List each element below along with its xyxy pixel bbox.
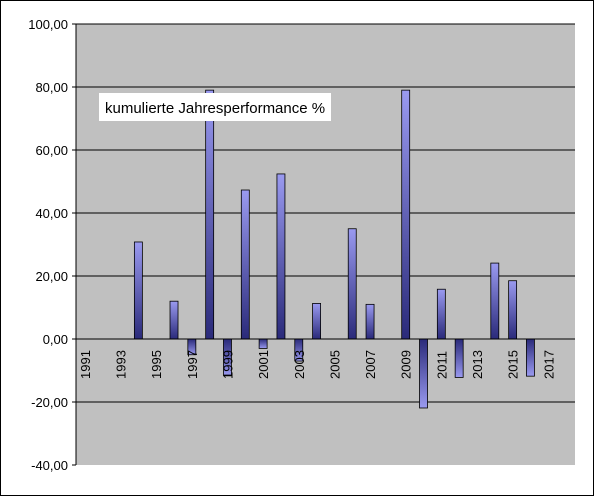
bar-1994 bbox=[133, 241, 143, 340]
x-tick-label: 1999 bbox=[220, 350, 235, 379]
y-tick-labels: 100,00 80,00 60,00 40,00 20,00 0,00 -20,00 -40,… bbox=[28, 17, 68, 473]
bar-1998 bbox=[205, 89, 215, 340]
bar-2016 bbox=[526, 338, 535, 377]
x-tick-label: 2017 bbox=[541, 350, 556, 379]
bar-2000 bbox=[240, 189, 250, 340]
x-tick-label: 2013 bbox=[470, 350, 485, 379]
x-tick-labels: 1991 1993 1995 1997 1999 2001 2003 2005 2007 2009… bbox=[78, 350, 556, 379]
bar-2006 bbox=[347, 228, 357, 340]
bar-2002 bbox=[276, 173, 286, 340]
y-tick-label: 100,00 bbox=[28, 17, 68, 32]
chart-title: kumulierte Jahresperformance % bbox=[105, 100, 325, 117]
bar-2014 bbox=[490, 262, 500, 340]
y-tick-label: 60,00 bbox=[35, 143, 68, 158]
y-tick-label: 40,00 bbox=[35, 206, 68, 221]
bar-1996 bbox=[169, 300, 179, 340]
x-tick-label: 1993 bbox=[114, 350, 129, 379]
chart-title-box: kumulierte Jahresperformance % bbox=[99, 93, 331, 121]
y-tick-label: 0,00 bbox=[43, 332, 68, 347]
x-tick-label: 2015 bbox=[506, 350, 521, 379]
bar-2009 bbox=[401, 89, 411, 340]
x-tick-label: 2003 bbox=[292, 350, 307, 379]
x-tick-label: 1995 bbox=[149, 350, 164, 379]
x-tick-label: 2005 bbox=[327, 350, 342, 379]
bar-2010 bbox=[419, 338, 428, 409]
bar-2007 bbox=[365, 303, 375, 340]
bar-2015 bbox=[508, 280, 518, 340]
bar-2011 bbox=[436, 288, 446, 340]
x-tick-label: 2011 bbox=[434, 351, 449, 379]
x-tick-label: 2007 bbox=[363, 350, 378, 379]
y-tick-label: -40,00 bbox=[31, 458, 68, 473]
bar-2004 bbox=[312, 303, 321, 340]
y-tick-label: -20,00 bbox=[31, 395, 68, 410]
x-tick-label: 2009 bbox=[399, 350, 414, 379]
bar-2012 bbox=[454, 338, 464, 378]
bar-2001 bbox=[258, 338, 268, 349]
x-tick-label: 1997 bbox=[185, 350, 200, 379]
x-tick-label: 2001 bbox=[256, 350, 271, 379]
x-tick-label: 1991 bbox=[78, 350, 93, 379]
plot-area bbox=[76, 24, 575, 465]
bars bbox=[76, 89, 575, 409]
y-tick-label: 20,00 bbox=[35, 269, 68, 284]
y-tick-label: 80,00 bbox=[35, 80, 68, 95]
